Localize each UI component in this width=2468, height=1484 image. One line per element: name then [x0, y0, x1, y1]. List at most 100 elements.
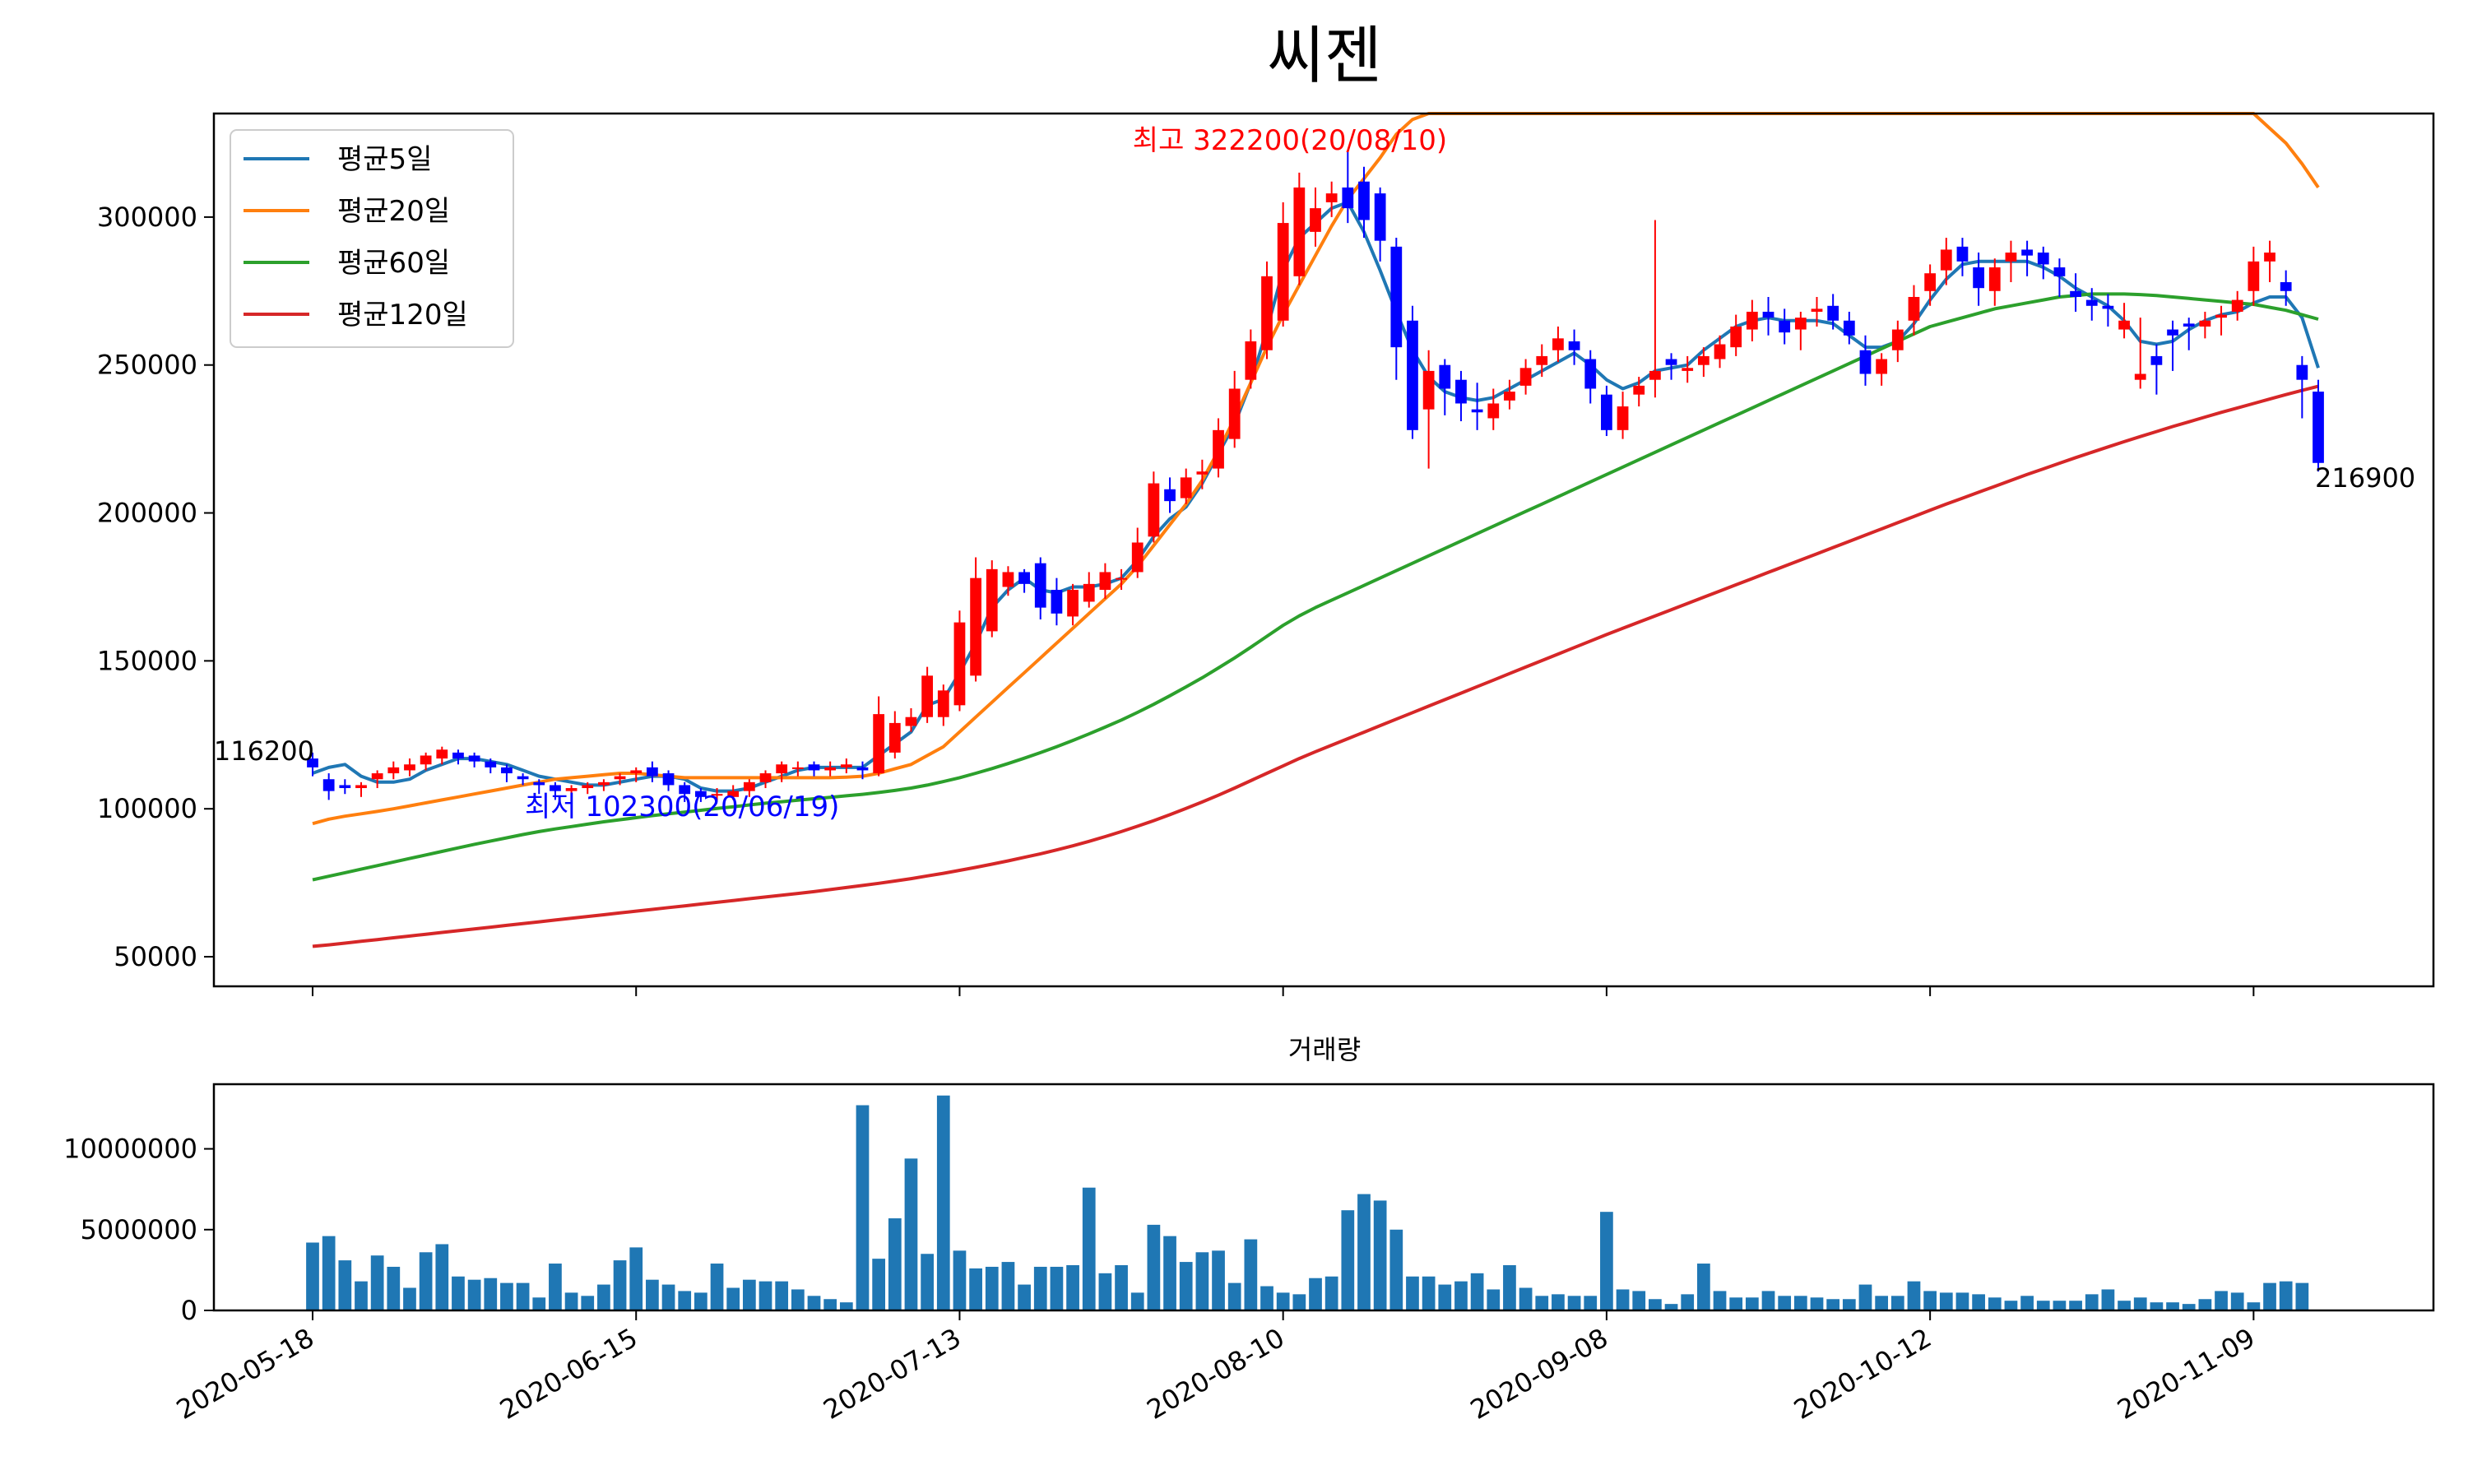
volume-bar — [1470, 1273, 1484, 1310]
candle — [2118, 303, 2130, 339]
volume-bar — [2133, 1297, 2147, 1310]
volume-bar — [564, 1292, 578, 1310]
volume-bar — [775, 1281, 789, 1310]
candle — [452, 749, 464, 765]
volume-bar — [1697, 1264, 1710, 1310]
candle — [630, 767, 643, 782]
volume-bar — [1972, 1294, 1985, 1310]
candle — [953, 610, 966, 712]
volume-bar — [1195, 1252, 1209, 1310]
volume-bar — [2295, 1282, 2309, 1310]
candle — [679, 781, 691, 802]
candle — [2215, 305, 2227, 336]
candle-body — [1358, 181, 1370, 220]
candle — [1455, 370, 1467, 422]
candle-body — [533, 781, 545, 786]
candle — [1099, 563, 1111, 599]
candle-body — [647, 767, 658, 777]
candle-body — [420, 755, 432, 765]
candle-body — [2005, 253, 2017, 262]
volume-bar — [2053, 1301, 2067, 1310]
candle — [2021, 240, 2033, 276]
candle — [436, 746, 448, 765]
candle-body — [1649, 370, 1661, 380]
candle — [2280, 270, 2292, 306]
candle-body — [1584, 359, 1597, 389]
candle-body — [2118, 320, 2130, 330]
volume-bar — [1147, 1224, 1161, 1310]
volume-bar — [1713, 1291, 1727, 1310]
candle — [485, 758, 497, 774]
legend-box — [230, 129, 514, 348]
candle — [339, 779, 351, 795]
candle — [1310, 187, 1321, 247]
candle-body — [856, 767, 869, 771]
candle-body — [2134, 373, 2146, 380]
candle-body — [1439, 364, 1451, 389]
candle-body — [355, 785, 367, 789]
volume-bar — [322, 1236, 336, 1310]
candle — [791, 761, 804, 777]
volume-bar — [1438, 1284, 1452, 1310]
candle-body — [873, 714, 885, 774]
candle — [1083, 572, 1095, 608]
candle — [2037, 246, 2049, 280]
candle — [776, 761, 788, 782]
candle — [1325, 181, 1338, 217]
price-y-axis: 50000 100000 150000 200000 250000 300000 — [97, 202, 214, 972]
volume-bar — [2263, 1282, 2276, 1310]
volume-axes-frame — [212, 1083, 2435, 1312]
candle — [1536, 344, 1548, 378]
candle — [2134, 318, 2146, 389]
volume-bar — [1826, 1299, 1840, 1310]
volume-y-tick-label: 10000000 — [63, 1134, 197, 1165]
candle — [2199, 311, 2211, 339]
candle-body — [2053, 267, 2066, 276]
volume-bar — [403, 1287, 416, 1310]
volume-title: 거래량 — [1288, 1034, 1361, 1065]
candle — [1940, 238, 1952, 285]
candle — [1196, 459, 1208, 489]
candle — [888, 711, 901, 759]
candle — [1471, 383, 1483, 430]
candle-body — [2102, 305, 2114, 309]
high-annotation: 최고 322200(20/08/10) — [1133, 124, 1447, 157]
volume-bar — [2279, 1281, 2293, 1310]
volume-bar — [1098, 1273, 1112, 1310]
candle-body — [565, 788, 578, 791]
y-tick-label: 250000 — [97, 350, 197, 381]
candle-body — [1487, 403, 1500, 419]
candle — [905, 707, 917, 732]
candle-body — [1422, 370, 1435, 410]
candle — [550, 781, 561, 800]
volume-bar — [726, 1287, 740, 1310]
candle-body — [1682, 368, 1694, 371]
volume-bar — [581, 1296, 595, 1310]
candle-body — [921, 675, 934, 717]
candle — [1859, 335, 1872, 386]
candle-body — [727, 791, 740, 797]
candle — [1131, 527, 1144, 578]
candle — [1601, 385, 1612, 437]
volume-y-tick-label: 0 — [181, 1295, 197, 1326]
candle-body — [1601, 394, 1612, 430]
volume-bar — [2085, 1294, 2099, 1310]
volume-y-tick-label: 5000000 — [80, 1214, 197, 1245]
candle-body — [2199, 320, 2211, 327]
volume-bar — [1858, 1284, 1872, 1310]
candle-body — [1665, 359, 1677, 365]
candle — [1018, 568, 1030, 593]
candle — [582, 781, 594, 795]
volume-bar — [500, 1282, 513, 1310]
legend-label-ma60: 평균60일 — [337, 247, 450, 280]
volume-bar — [1923, 1291, 1937, 1310]
volume-bar — [661, 1284, 675, 1310]
candle-body — [1325, 193, 1338, 202]
candle — [1552, 326, 1564, 363]
volume-bar — [678, 1291, 692, 1310]
candle — [1908, 285, 1920, 336]
first-close-label: 116200 — [214, 735, 314, 767]
candle — [1374, 187, 1386, 262]
candle-body — [322, 779, 335, 791]
candle-body — [1697, 355, 1710, 365]
